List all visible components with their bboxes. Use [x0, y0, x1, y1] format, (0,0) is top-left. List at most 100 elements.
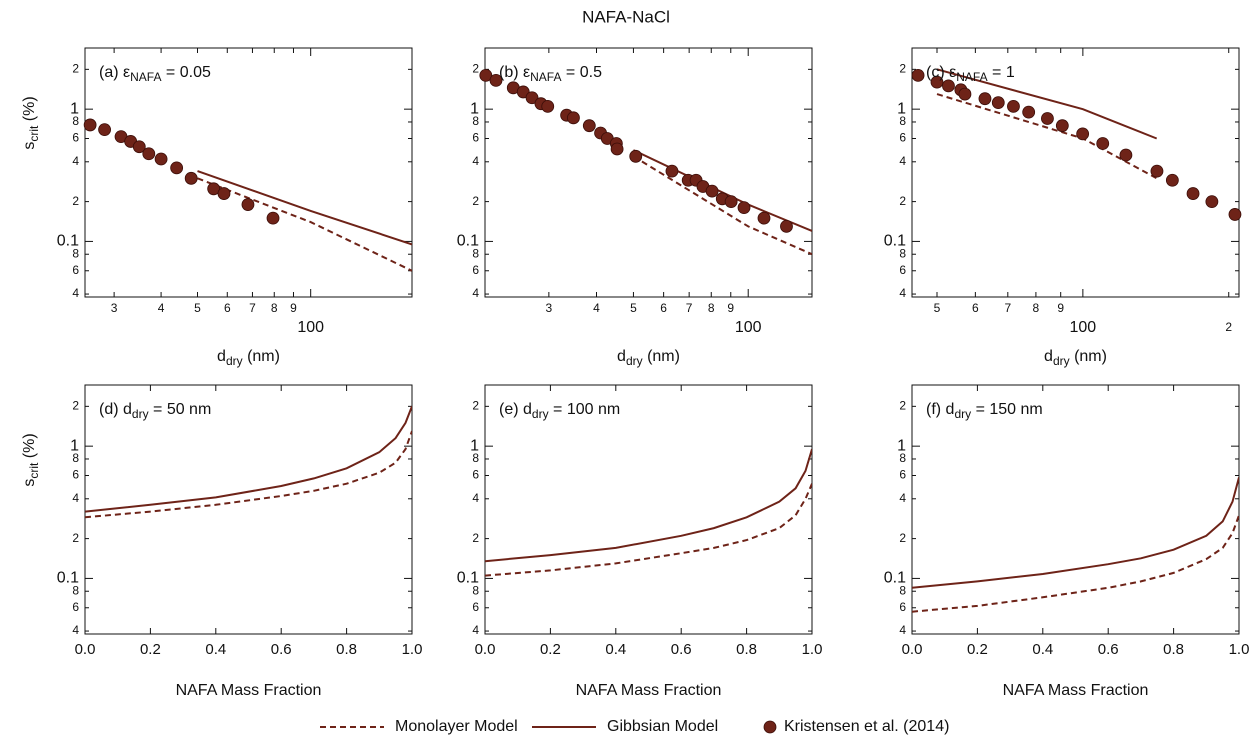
y-tick-label: 6	[72, 600, 79, 614]
y-tick-label: 8	[472, 114, 479, 128]
data-point	[516, 85, 530, 99]
x-axis-label: ddry (nm)	[217, 348, 280, 368]
panel-label-sub: dry	[132, 407, 149, 421]
panel-label-main: (a) ε	[99, 64, 130, 81]
x-tick-label: 0.2	[967, 641, 988, 658]
data-point	[98, 123, 111, 137]
y-tick-label: 6	[72, 468, 79, 482]
y-tick-label: 2	[72, 194, 79, 208]
y-tick-label: 0.1	[57, 570, 79, 587]
data-point	[83, 118, 97, 132]
x-axis-label-rest: (nm)	[1070, 348, 1107, 365]
data-point	[1119, 148, 1133, 162]
y-tick-label: 8	[72, 451, 79, 465]
panel-label-rest: = 1	[988, 64, 1015, 81]
y-tick-label: 8	[72, 114, 79, 128]
panel-label: (f) ddry = 150 nm	[926, 401, 1043, 421]
data-point	[154, 152, 168, 166]
x-tick-label: 9	[290, 301, 297, 315]
y-axis-label-main: s	[21, 142, 38, 150]
y-tick-label: 4	[72, 491, 79, 505]
y-tick-label: 4	[899, 286, 906, 300]
data-point	[911, 68, 925, 82]
x-tick-label: 0.0	[475, 641, 496, 658]
data-point	[266, 211, 280, 225]
y-tick-label: 2	[899, 531, 906, 545]
data-point	[958, 87, 972, 101]
data-point	[978, 92, 992, 106]
y-tick-label: 4	[899, 491, 906, 505]
model-line	[197, 177, 412, 272]
y-tick-label: 6	[72, 131, 79, 145]
data-point	[665, 164, 679, 178]
y-tick-label: 0.1	[884, 233, 906, 250]
data-point	[757, 211, 771, 225]
y-tick-label: 6	[472, 131, 479, 145]
panel-label-sub: dry	[954, 407, 971, 421]
y-tick-label: 4	[72, 154, 79, 168]
y-tick-label: 2	[472, 399, 479, 413]
panel-label-sub: NAFA	[130, 70, 161, 84]
x-axis-label-sub: dry	[226, 354, 243, 368]
x-tick-label: 100	[1070, 319, 1097, 336]
y-tick-label: 6	[472, 263, 479, 277]
x-tick-label: 0.2	[140, 641, 161, 658]
x-tick-label: 3	[111, 301, 118, 315]
plot-frame	[484, 47, 813, 298]
x-tick-label: 7	[686, 301, 693, 315]
data-point	[942, 79, 955, 93]
y-tick-label: 2	[72, 62, 79, 76]
y-tick-label: 8	[472, 451, 479, 465]
y-axis-label-sub: crit	[27, 125, 41, 142]
legend-label: Kristensen et al. (2014)	[784, 718, 949, 735]
y-tick-label: 4	[472, 286, 479, 300]
data-point	[567, 111, 580, 125]
data-point	[582, 119, 596, 133]
panel-label-sub: dry	[532, 407, 549, 421]
data-point	[1041, 112, 1054, 125]
plot-frame	[911, 384, 1240, 635]
y-tick-label: 1	[897, 437, 906, 454]
x-tick-label: 0.0	[902, 641, 923, 658]
data-point	[1150, 164, 1164, 178]
x-tick-label: 4	[158, 301, 165, 315]
x-tick-label: 7	[249, 301, 256, 315]
y-tick-label: 4	[72, 286, 79, 300]
x-axis-label: NAFA Mass Fraction	[1003, 682, 1149, 699]
panel-label-rest: = 50 nm	[149, 401, 212, 418]
x-axis-label-sub: dry	[626, 354, 643, 368]
x-axis-label: ddry (nm)	[617, 348, 680, 368]
y-axis-label: scrit (%)	[21, 433, 41, 486]
model-line	[936, 93, 1158, 180]
data-point	[489, 73, 503, 87]
y-tick-label: 8	[72, 583, 79, 597]
panel-label: (c) εNAFA = 1	[926, 64, 1015, 84]
x-tick-label: 9	[727, 301, 734, 315]
x-tick-label: 8	[708, 301, 715, 315]
y-tick-label: 1	[470, 437, 479, 454]
x-tick-label: 0.8	[336, 641, 357, 658]
x-tick-label: 5	[630, 301, 637, 315]
y-tick-label: 8	[899, 114, 906, 128]
y-tick-label: 0.1	[457, 570, 479, 587]
y-tick-label: 6	[899, 600, 906, 614]
model-line	[85, 430, 412, 519]
data-point	[1076, 127, 1090, 141]
panel-label-sub: NAFA	[956, 70, 987, 84]
model-line	[912, 477, 1239, 589]
panel-label-main: (b) ε	[499, 64, 530, 81]
plot-frame	[484, 384, 813, 635]
x-tick-label: 6	[972, 301, 979, 315]
data-point	[705, 184, 719, 198]
x-axis-label-sub: dry	[1053, 354, 1070, 368]
y-tick-label: 8	[899, 583, 906, 597]
data-point	[1165, 173, 1179, 187]
model-line	[485, 448, 812, 563]
y-tick-label: 2	[472, 531, 479, 545]
x-tick-label: 0.6	[671, 641, 692, 658]
y-axis-label-rest: (%)	[21, 96, 38, 125]
y-axis-label: scrit (%)	[21, 96, 41, 149]
